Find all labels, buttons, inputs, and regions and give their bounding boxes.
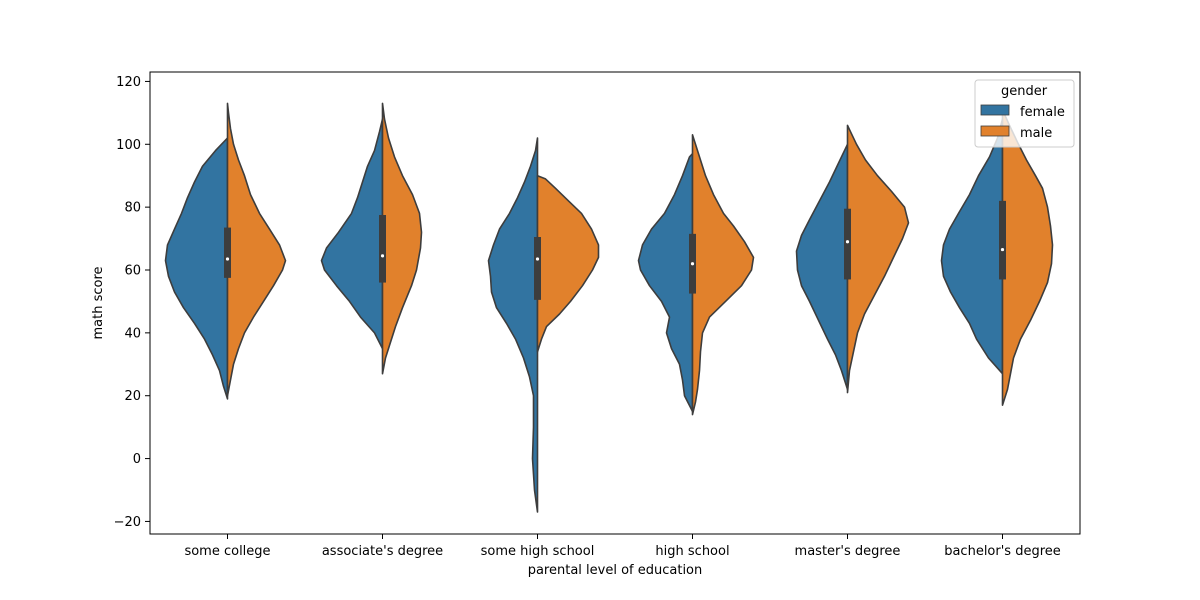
x-tick-label-associate-s-degree: associate's degree xyxy=(322,544,443,559)
violin-male-some-high-school xyxy=(536,174,600,353)
median-marker-some-high-school xyxy=(535,257,540,261)
x-tick-label-master-s-degree: master's degree xyxy=(795,544,901,559)
y-axis-label: math score xyxy=(91,266,106,339)
box-iqr-bachelor-s-degree xyxy=(999,200,1006,280)
y-tick-label: 80 xyxy=(124,201,141,216)
median-marker-master-s-degree xyxy=(845,240,850,244)
violin-male-associate-s-degree xyxy=(381,102,423,375)
y-axis: −20 0 20 40 60 80 100 120 xyxy=(114,75,150,530)
x-axis-label: parental level of education xyxy=(528,563,703,578)
x-axis: some college associate's degree some high … xyxy=(184,534,1061,559)
median-marker-associate-s-degree xyxy=(380,254,385,258)
median-marker-bachelor-s-degree xyxy=(1000,247,1005,252)
x-tick-label-some-college: some college xyxy=(184,544,270,559)
plot-frame xyxy=(149,71,1081,535)
legend: gender female male xyxy=(974,79,1075,148)
box-layer xyxy=(224,200,1006,300)
y-tick-label: 20 xyxy=(124,389,141,404)
median-marker-high-school xyxy=(690,262,695,266)
box-iqr-some-high-school xyxy=(534,237,541,300)
legend-title: gender xyxy=(1001,84,1048,99)
x-tick-label-bachelor-s-degree: bachelor's degree xyxy=(944,544,1061,559)
violin-female-some-high-school xyxy=(487,137,539,513)
violin-female-high-school xyxy=(637,152,694,413)
violin-female-some-college xyxy=(164,137,229,400)
violin-female-master-s-degree xyxy=(795,143,849,391)
violin-male-high-school xyxy=(691,134,755,416)
box-iqr-associate-s-degree xyxy=(379,215,386,283)
y-tick-label: −20 xyxy=(114,515,141,530)
violin-female-bachelor-s-degree xyxy=(940,118,1004,375)
legend-swatch-female xyxy=(980,104,1010,116)
x-tick-label-high-school: high school xyxy=(655,544,729,559)
y-tick-label: 0 xyxy=(133,452,141,467)
y-tick-label: 120 xyxy=(116,75,141,90)
violin-male-master-s-degree xyxy=(846,124,910,394)
violin-male-bachelor-s-degree xyxy=(1001,108,1054,406)
y-tick-label: 100 xyxy=(116,138,141,153)
violin-female-associate-s-degree xyxy=(320,118,384,350)
y-tick-label: 60 xyxy=(124,264,141,279)
legend-label-female: female xyxy=(1020,105,1065,120)
violin-layer xyxy=(164,102,1054,513)
box-iqr-some-college xyxy=(224,227,231,278)
violin-male-some-college xyxy=(226,102,287,397)
box-iqr-master-s-degree xyxy=(844,208,851,280)
legend-label-male: male xyxy=(1020,126,1052,141)
median-marker-some-college xyxy=(225,257,230,261)
legend-swatch-male xyxy=(980,125,1010,137)
y-tick-label: 40 xyxy=(124,326,141,341)
x-tick-label-some-high-school: some high school xyxy=(481,544,595,559)
